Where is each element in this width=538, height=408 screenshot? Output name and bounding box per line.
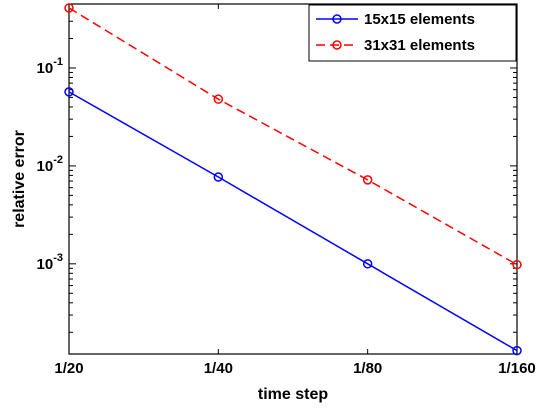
data-point — [213, 172, 224, 182]
x-axis-label: time step — [258, 386, 328, 403]
series-line-1 — [68, 91, 518, 352]
series-line-2 — [68, 7, 518, 266]
legend: 15x15 elements 31x31 elements — [308, 4, 517, 62]
plot-frame — [68, 3, 518, 355]
x-tick-label: 1/20 — [54, 360, 83, 377]
y-tick-label: 10-3 — [37, 252, 63, 273]
x-axis: 1/20 1/40 1/80 1/160 — [54, 4, 536, 377]
series-layer — [64, 3, 522, 356]
legend-marker — [332, 40, 342, 50]
data-point — [362, 259, 373, 269]
legend-label: 31x31 elements — [364, 37, 475, 54]
legend-label: 15x15 elements — [364, 11, 475, 28]
y-tick-label: 10-1 — [37, 56, 63, 77]
data-point — [362, 175, 373, 185]
x-tick-label: 1/80 — [353, 360, 382, 377]
data-point — [512, 345, 522, 356]
x-tick-label: 1/40 — [204, 360, 233, 377]
y-tick-label: 10-2 — [37, 154, 63, 175]
plot-area — [68, 3, 518, 355]
data-point — [512, 259, 522, 270]
data-point — [213, 94, 224, 104]
data-point — [64, 87, 74, 97]
y-axis-label: relative error — [11, 130, 28, 228]
x-tick-label: 1/160 — [498, 360, 536, 377]
legend-box — [308, 4, 517, 62]
legend-marker — [332, 14, 342, 24]
data-point — [64, 3, 74, 13]
